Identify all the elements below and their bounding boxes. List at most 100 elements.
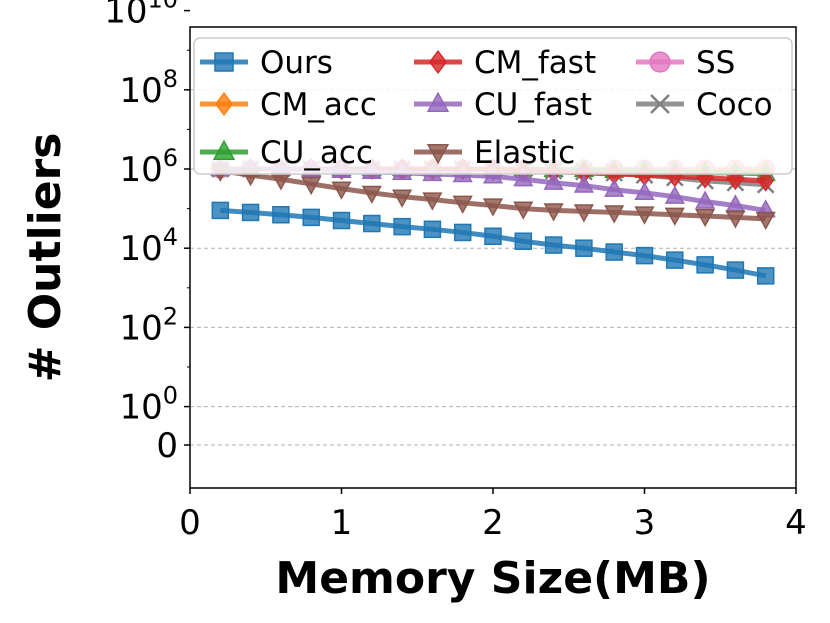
data-point	[332, 211, 351, 230]
data-point	[664, 207, 685, 226]
legend-item: Elastic	[414, 135, 575, 171]
data-point	[513, 201, 534, 220]
x-tick-label: 0	[179, 503, 201, 543]
y-tick-exponent: 4	[163, 223, 178, 251]
legend-label: Elastic	[474, 135, 575, 171]
data-point	[482, 198, 504, 217]
legend-item: Ours	[200, 45, 333, 81]
data-point	[452, 195, 473, 214]
data-point	[604, 178, 625, 197]
x-tick-label: 4	[785, 503, 807, 543]
data-point	[573, 204, 594, 223]
y-tick-label: 104	[119, 223, 178, 269]
legend-item: SS	[636, 45, 735, 81]
legend-label: CU_acc	[260, 135, 373, 171]
data-point	[361, 185, 382, 204]
y-tick-label: 102	[119, 302, 178, 348]
legend-item: Coco	[636, 87, 773, 123]
legend-label: Ours	[260, 45, 333, 81]
legend-box	[193, 37, 793, 175]
data-point	[363, 214, 381, 233]
x-axis-label: Memory Size(MB)	[275, 553, 710, 604]
y-tick-base: 10	[119, 308, 162, 348]
y-axis-label: # Outliers	[20, 133, 71, 383]
series-ours	[211, 201, 775, 285]
data-point	[634, 181, 655, 200]
legend-label: CU_fast	[474, 87, 592, 123]
data-point	[755, 211, 776, 231]
data-point	[695, 190, 716, 209]
plot-series	[210, 157, 776, 285]
data-point	[664, 185, 685, 204]
data-point	[482, 165, 504, 184]
data-point	[423, 220, 442, 239]
data-point	[272, 205, 290, 224]
data-point	[301, 176, 322, 196]
data-point	[726, 261, 745, 279]
y-tick-label: 106	[119, 144, 178, 190]
legend-label: Coco	[696, 87, 773, 123]
data-point	[543, 203, 564, 222]
data-point	[604, 205, 625, 224]
x-tick-label: 1	[331, 503, 353, 543]
data-point	[453, 223, 472, 242]
data-point	[302, 208, 320, 227]
y-tick-label: 0	[156, 426, 178, 466]
data-point	[757, 170, 774, 192]
data-point	[543, 171, 564, 190]
data-point	[241, 203, 260, 222]
y-tick-base: 10	[104, 0, 147, 32]
legend-label: CM_acc	[260, 87, 377, 123]
legend-marker	[214, 52, 234, 72]
y-tick-label: 1010	[104, 0, 178, 32]
data-point	[696, 256, 714, 274]
data-point	[514, 232, 533, 250]
y-tick-base: 10	[119, 71, 162, 111]
y-tick-exponent: 8	[163, 65, 178, 93]
legend-marker	[212, 139, 236, 160]
data-point	[666, 251, 684, 269]
data-point	[513, 168, 534, 187]
data-point	[635, 246, 654, 265]
legend-marker	[649, 51, 671, 73]
legend-marker	[426, 91, 450, 112]
x-tick-label: 3	[634, 503, 656, 543]
y-tick-exponent: 2	[163, 302, 178, 330]
legend-marker	[214, 91, 234, 117]
legend-label: CM_fast	[474, 45, 596, 81]
y-tick-base: 10	[119, 229, 162, 269]
data-point	[393, 217, 411, 236]
legend-marker	[426, 144, 450, 165]
data-point	[331, 181, 352, 200]
legend: Ours CM_acc CU_acc CM_fast CU_fast Elastic SS C…	[193, 37, 793, 175]
legend-item: CU_fast	[414, 87, 592, 123]
data-point	[575, 239, 593, 257]
data-point	[422, 192, 443, 211]
data-point	[756, 267, 775, 285]
data-point	[695, 208, 716, 228]
legend-label: SS	[696, 45, 735, 81]
x-tick-label: 2	[482, 503, 504, 543]
data-point	[634, 206, 655, 225]
data-point	[725, 210, 746, 229]
data-point	[484, 227, 502, 246]
y-tick-label: 108	[119, 65, 178, 111]
legend-item: CM_acc	[200, 87, 377, 123]
y-tick-label: 100	[119, 382, 178, 428]
y-tick-base: 10	[119, 150, 162, 190]
data-point	[211, 201, 230, 220]
legend-item: CU_acc	[200, 135, 373, 171]
data-point	[392, 189, 413, 208]
legend-item: CM_fast	[414, 45, 596, 81]
y-tick-exponent: 10	[147, 0, 178, 14]
y-tick-exponent: 6	[163, 144, 178, 172]
legend-marker	[428, 49, 448, 75]
legend-marker	[650, 94, 670, 114]
y-tick-base: 10	[119, 388, 162, 428]
y-tick-exponent: 0	[163, 382, 178, 410]
data-point	[573, 174, 594, 193]
axis-ticks: 0123401001021041061081010	[104, 0, 807, 543]
data-point	[605, 243, 623, 261]
data-point	[544, 236, 563, 254]
